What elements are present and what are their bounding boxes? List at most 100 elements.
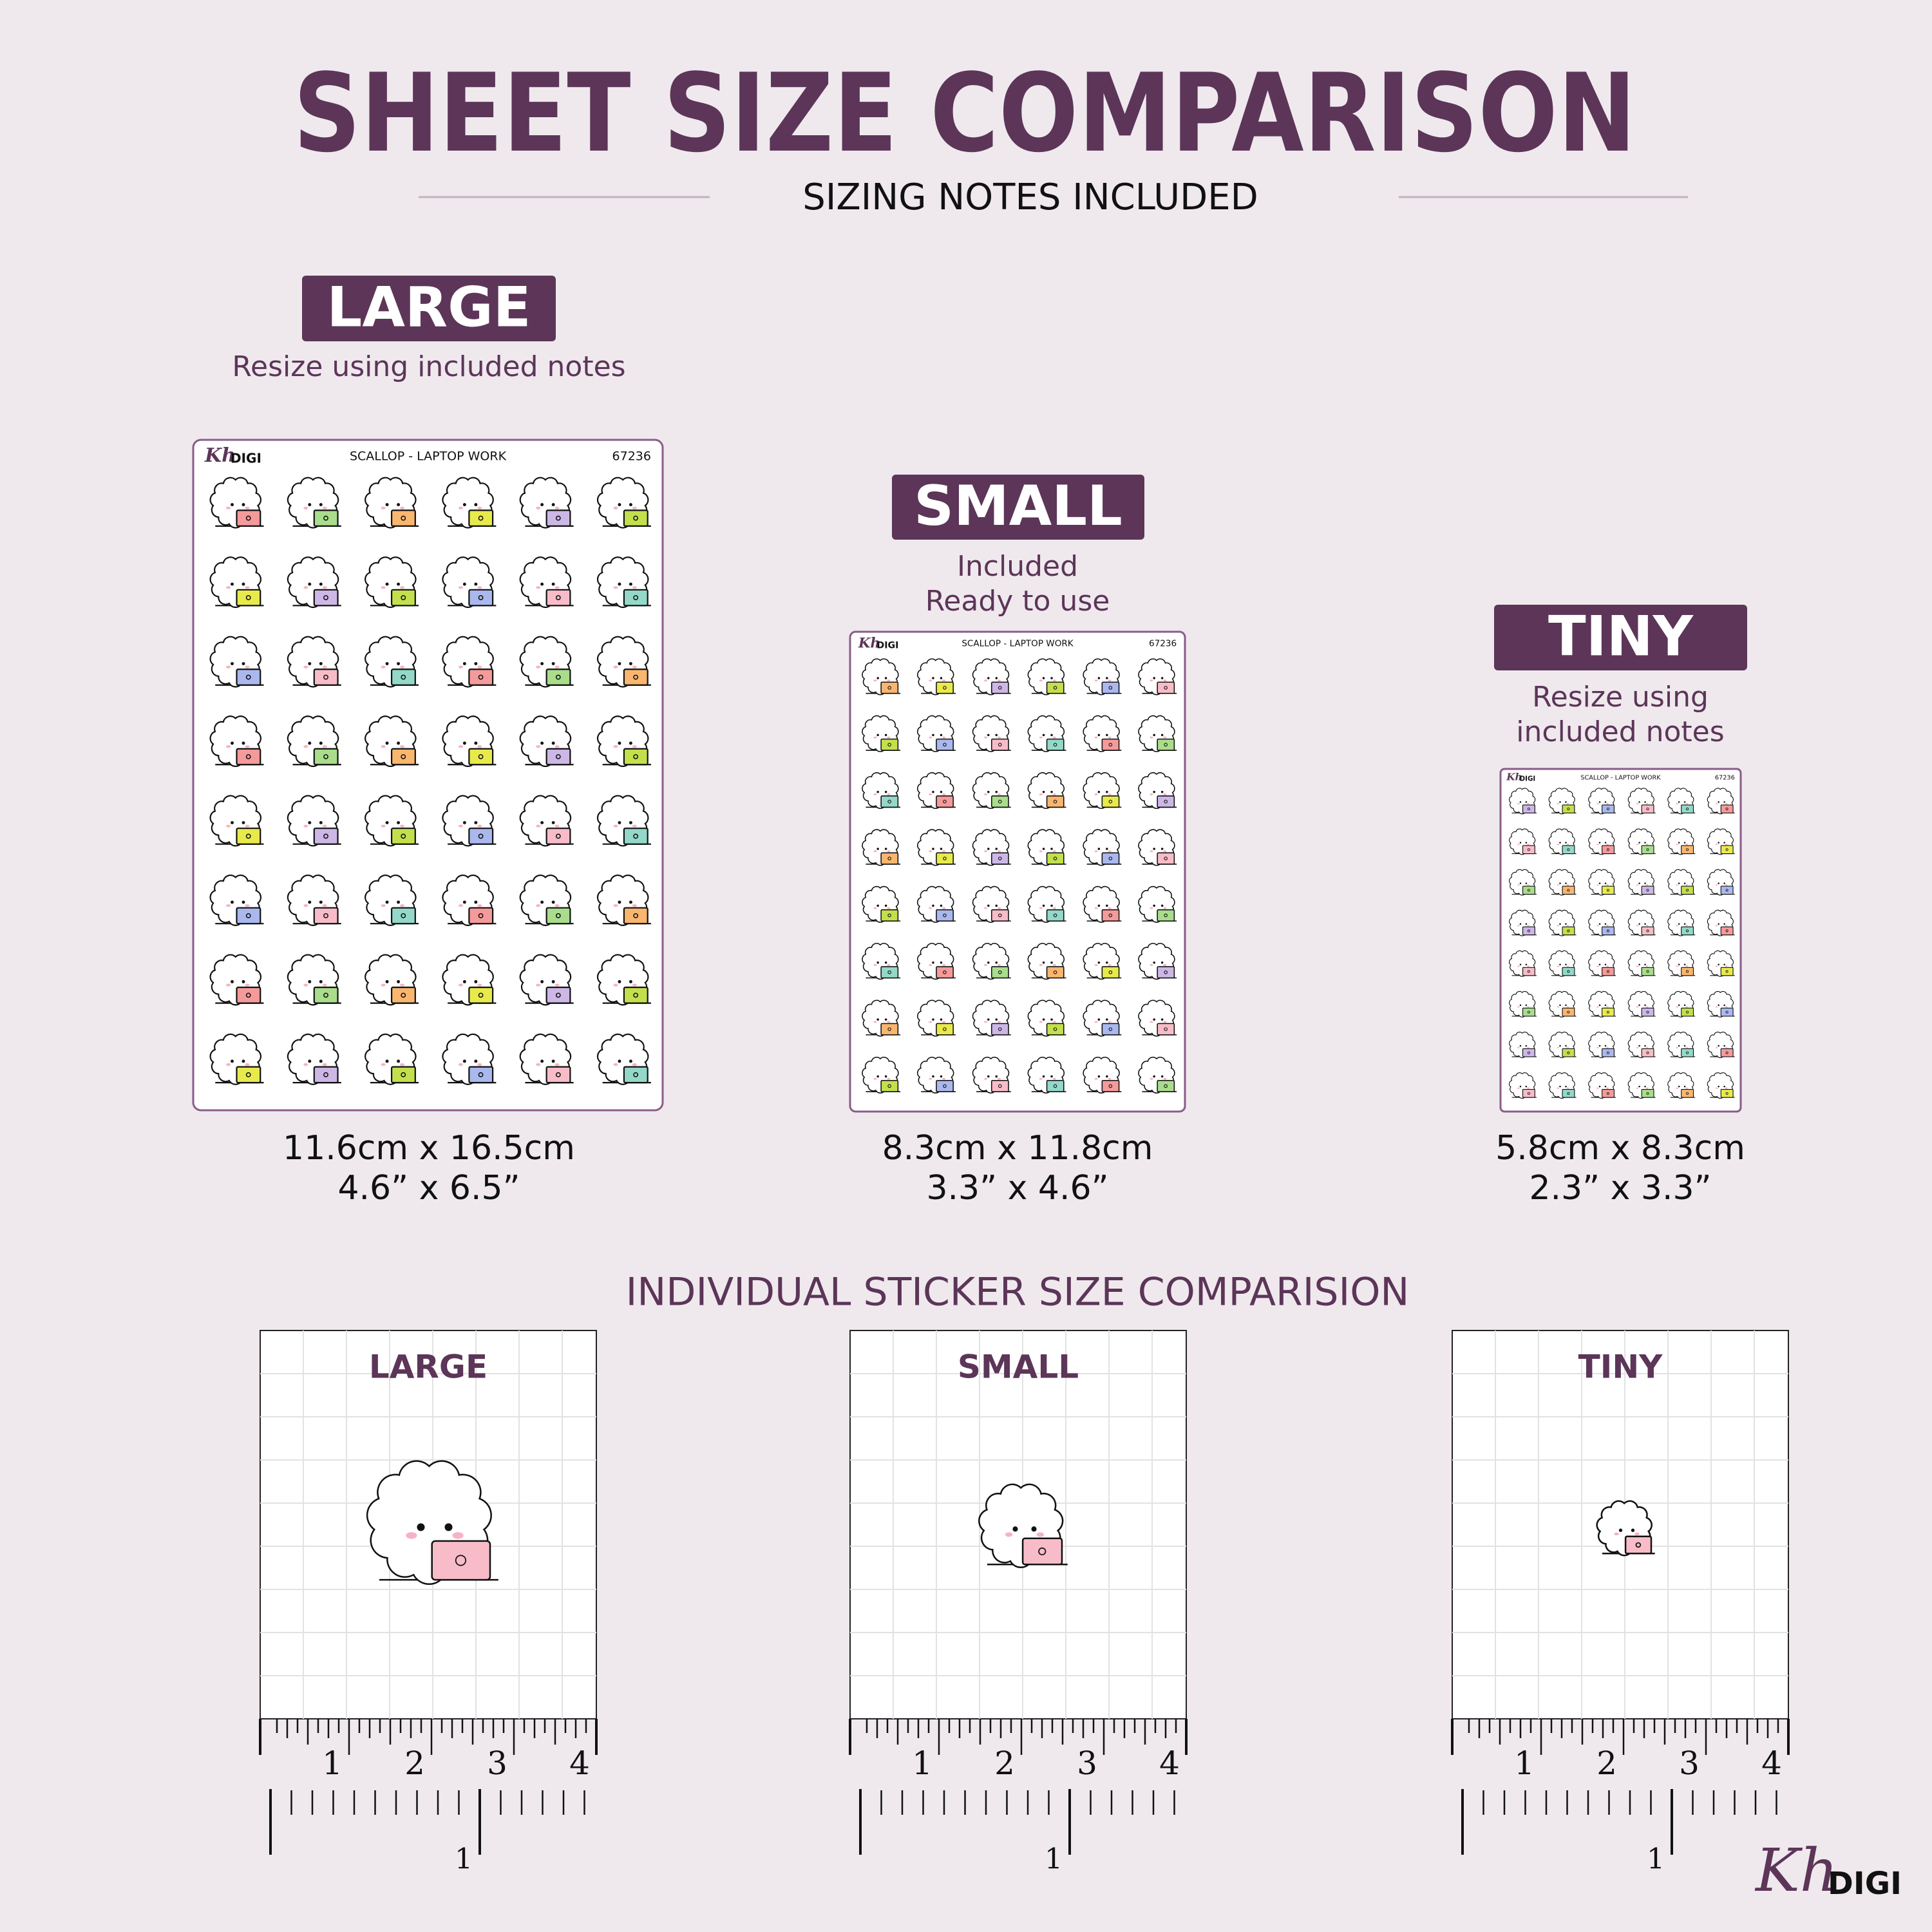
eye (1153, 961, 1155, 964)
eye (1604, 923, 1607, 925)
laptop (880, 1079, 899, 1093)
laptop-logo (1686, 808, 1689, 811)
eye (1644, 801, 1646, 803)
eye (629, 821, 632, 824)
eye (1106, 677, 1108, 679)
laptop-logo (998, 1027, 1002, 1031)
blush (1094, 850, 1098, 853)
eye (1644, 882, 1646, 884)
sticker (972, 829, 1011, 866)
sticker (1509, 909, 1537, 936)
eye (1565, 842, 1567, 844)
laptop-logo (323, 833, 328, 839)
laptop (623, 907, 649, 925)
laptop-logo (1646, 929, 1649, 933)
sticker (1548, 950, 1577, 977)
blush (245, 1063, 250, 1066)
blush (458, 904, 463, 907)
eye (1644, 1004, 1646, 1007)
blush (1676, 1006, 1678, 1008)
laptop-logo (943, 970, 947, 974)
sticker (1083, 1056, 1122, 1094)
blush (632, 983, 637, 987)
sheet-brand: DIGI (231, 451, 261, 466)
size-badge (302, 276, 556, 341)
laptop (313, 668, 339, 686)
laptop (236, 509, 261, 527)
eye (231, 821, 234, 824)
eye (995, 1075, 998, 1078)
blush (245, 983, 250, 987)
eye (1525, 1045, 1528, 1047)
size-badge-label: LARGE (327, 275, 531, 339)
blush (226, 665, 231, 668)
sticker (972, 886, 1011, 923)
laptop-logo (1567, 1010, 1570, 1014)
eye (1638, 1085, 1640, 1088)
laptop-logo (1108, 913, 1113, 918)
blush (245, 665, 250, 668)
blush (1606, 1046, 1609, 1048)
eye (884, 1075, 887, 1078)
blush (1036, 1532, 1045, 1537)
blush (1527, 925, 1530, 927)
sticker (519, 556, 574, 609)
eye (1106, 734, 1108, 737)
sticker (1509, 950, 1537, 977)
sticker (1138, 772, 1177, 810)
laptop (431, 1540, 491, 1581)
laptop (623, 589, 649, 607)
laptop-logo (323, 992, 328, 998)
eye (1598, 923, 1601, 925)
eye (1153, 790, 1155, 793)
laptop-logo (1164, 686, 1168, 690)
eye (1631, 1528, 1635, 1532)
eye (1525, 801, 1528, 803)
blush (1636, 965, 1639, 967)
laptop (1046, 966, 1065, 979)
eye (1519, 963, 1522, 966)
sticker (1548, 788, 1577, 815)
blush (1645, 1087, 1649, 1089)
sticker (596, 477, 651, 529)
eye (319, 1059, 323, 1063)
blush (1645, 884, 1649, 886)
eye (995, 848, 998, 850)
blush (458, 824, 463, 828)
laptop (1046, 795, 1065, 808)
laptop (1046, 1079, 1065, 1093)
laptop-logo (887, 970, 891, 974)
eye (1683, 1085, 1686, 1088)
eye (1042, 904, 1045, 907)
panel-label: LARGE (369, 1349, 488, 1386)
sticker (442, 556, 497, 609)
blush (1517, 844, 1520, 846)
blush (477, 824, 482, 828)
laptop-logo (401, 515, 406, 521)
eye (1153, 1018, 1155, 1021)
blush (1566, 1006, 1569, 1008)
eye (474, 741, 478, 745)
blush (245, 745, 250, 748)
laptop (1522, 804, 1535, 813)
blush (1676, 844, 1678, 846)
laptop-logo (1053, 857, 1057, 860)
blush (1150, 850, 1153, 853)
sticker (365, 636, 419, 688)
blush (873, 850, 877, 853)
laptop (1681, 1007, 1694, 1017)
blush (1108, 736, 1112, 739)
laptop (1681, 886, 1694, 895)
laptop-logo (1164, 1084, 1168, 1088)
eye (1012, 1526, 1018, 1532)
sheet-name: SCALLOP - LAPTOP WORK (961, 639, 1074, 649)
laptop (1562, 886, 1575, 895)
blush (1566, 925, 1569, 927)
laptop (468, 589, 494, 607)
eye (1050, 734, 1053, 737)
laptop-logo (555, 992, 561, 998)
sticker (972, 772, 1011, 810)
eye (618, 821, 621, 824)
sticker (917, 943, 956, 980)
eye (385, 503, 389, 507)
